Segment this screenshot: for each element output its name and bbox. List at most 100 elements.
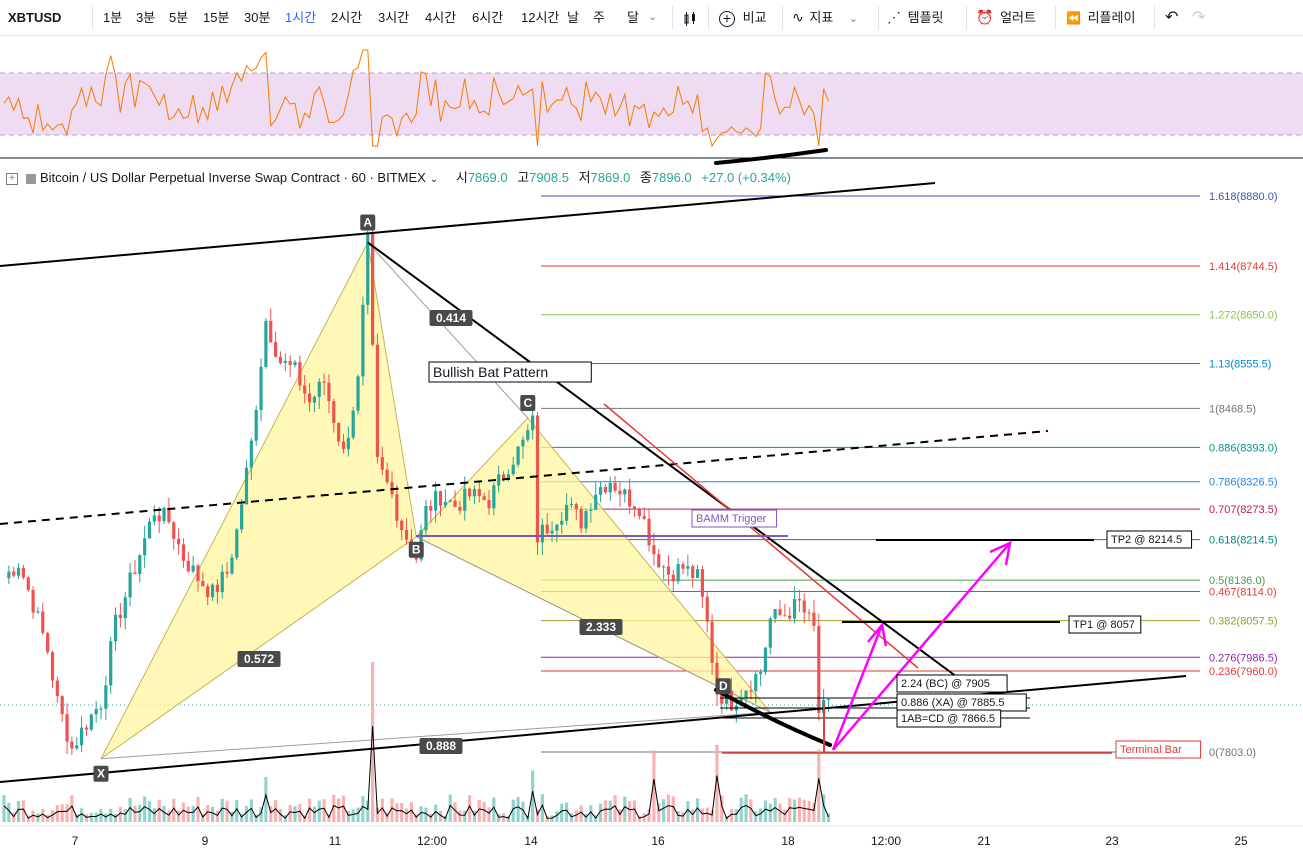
candle-body [7, 571, 11, 579]
alert-button[interactable]: ⏰ 얼러트 [976, 0, 1036, 35]
volume-bar [230, 811, 234, 822]
volume-bar [642, 813, 646, 822]
interval-13[interactable]: 달 [627, 10, 639, 25]
volume-bar [715, 744, 719, 822]
interval-0[interactable]: 1분 [103, 10, 123, 25]
volume-bar [545, 815, 549, 822]
candle-body [162, 507, 166, 522]
volume-bar [598, 803, 603, 822]
candle-body [812, 612, 816, 626]
candle-body [206, 586, 210, 598]
interval-dropdown-chevron-icon[interactable]: ⌄ [648, 11, 658, 23]
volume-bar [157, 799, 161, 822]
price-chart[interactable]: 1.618(8880.0) 1.414(8744.5) 1.272(8650.0) 1… [0, 36, 1303, 851]
volume-bar [278, 808, 283, 822]
candle-body [235, 529, 239, 558]
candle-body [773, 609, 777, 619]
legend-chevron-icon[interactable]: ⌄ [429, 174, 439, 185]
volume-bar [240, 813, 244, 822]
indicators-button[interactable]: ∿ 지표 ⌄ [792, 0, 858, 35]
volume-bar [70, 795, 74, 822]
candle-body [754, 674, 758, 691]
candle-body [337, 422, 341, 442]
candle-body [501, 474, 506, 479]
candle-body [274, 342, 278, 357]
bc-label: 2.24 (BC) @ 7905 [901, 678, 990, 690]
candle-body [817, 625, 821, 714]
candle-body [191, 565, 195, 572]
templates-button[interactable]: ⋰ 템플릿 [887, 0, 944, 35]
interval-4[interactable]: 30분 [244, 10, 271, 25]
interval-10[interactable]: 12시간 [521, 10, 560, 25]
candle-body [477, 489, 481, 497]
volume-bar [632, 800, 637, 822]
time-tick-1: 9 [202, 834, 209, 848]
volume-bar [453, 802, 457, 822]
volume-bar [356, 807, 360, 822]
high-label: 고 [517, 170, 530, 185]
fib-label-1.618: 1.618(8880.0) [1209, 191, 1278, 203]
time-tick-8: 21 [977, 834, 991, 848]
pattern-title: Bullish Bat Pattern [433, 364, 548, 380]
candle-body [385, 469, 389, 483]
replay-button[interactable]: ⏪ 리플레이 [1066, 0, 1135, 35]
volume-bar [628, 801, 632, 822]
volume-bar [162, 805, 166, 822]
interval-1[interactable]: 3분 [136, 10, 156, 25]
volume-bar [584, 813, 588, 822]
volume-bar [792, 799, 797, 822]
candle-body [380, 457, 384, 470]
point-d-label-chip [715, 678, 731, 695]
volume-bar [341, 795, 346, 822]
candle-body [70, 741, 74, 749]
interval-7[interactable]: 3시간 [378, 10, 410, 25]
candle-body [109, 641, 113, 686]
candle-body [613, 482, 617, 491]
volume-bar [482, 802, 486, 822]
volume-bar [448, 794, 452, 822]
interval-8[interactable]: 4시간 [425, 10, 457, 25]
compare-button[interactable]: + 비교 [719, 0, 767, 35]
volume-bar [371, 662, 375, 822]
close-label: 종 [639, 170, 652, 185]
candle-body [768, 618, 772, 648]
symbol-search[interactable]: XBTUSD [8, 10, 62, 25]
undo-icon[interactable]: ↶ [1165, 9, 1179, 26]
volume-bar [468, 795, 472, 822]
candle-body [346, 437, 350, 450]
candle-body [172, 522, 176, 539]
candle-body [230, 557, 234, 574]
interval-9[interactable]: 6시간 [472, 10, 504, 25]
candle-body [666, 566, 671, 575]
candle-body [60, 696, 64, 715]
expand-icon[interactable]: + [6, 172, 18, 185]
candle-body [278, 356, 283, 364]
interval-3[interactable]: 15분 [203, 10, 230, 25]
interval-2[interactable]: 5분 [169, 10, 189, 25]
point-x-label: X [97, 767, 105, 781]
candle-style-icon[interactable] [682, 0, 698, 35]
redo-icon[interactable]: ↷ [1192, 9, 1206, 26]
interval-11[interactable]: 날 [567, 10, 579, 25]
candle-body [322, 381, 326, 383]
volume-bar [167, 810, 171, 822]
fib-label-0.707: 0.707(8273.5) [1209, 504, 1278, 516]
interval-12[interactable]: 주 [593, 10, 605, 25]
volume-bar [118, 806, 122, 822]
interval-5[interactable]: 1시간 [285, 10, 317, 25]
volume-bar [409, 802, 413, 822]
candle-body [215, 584, 219, 593]
candle-body [288, 360, 292, 366]
candle-body [686, 566, 690, 569]
rsi-divergence-line [714, 148, 828, 165]
candle-body [438, 491, 443, 506]
volume-bar [385, 812, 389, 822]
candle-body [434, 491, 438, 511]
interval-6[interactable]: 2시간 [331, 10, 363, 25]
candle-body [341, 441, 346, 450]
candle-body [12, 571, 16, 576]
candle-body [249, 440, 253, 468]
candle-body [65, 714, 69, 742]
volume-bar [754, 811, 758, 822]
candle-body [269, 320, 273, 343]
